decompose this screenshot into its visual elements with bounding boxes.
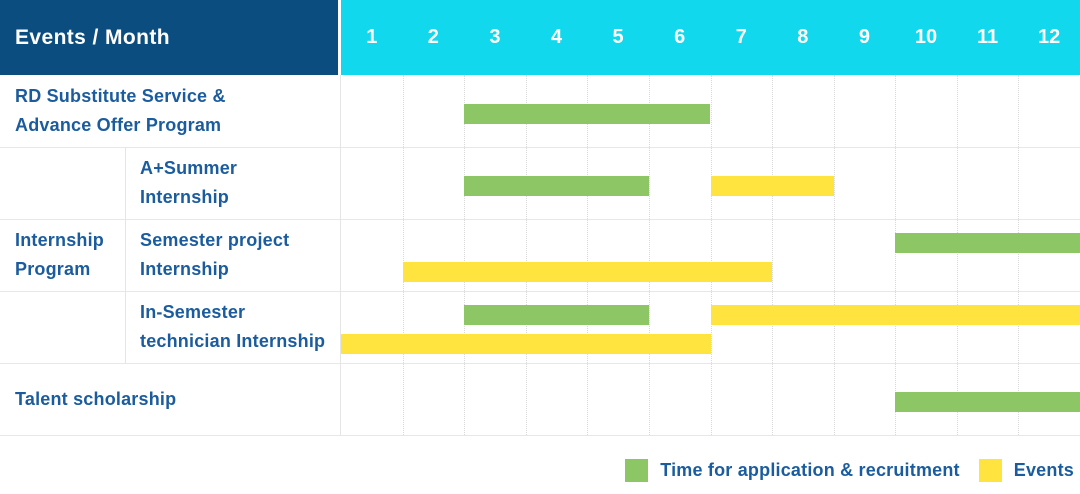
month-header-row: 1 2 3 4 5 6 7 8 9 10 11 12 (341, 0, 1080, 75)
month-header-cell-4: 4 (550, 26, 563, 48)
grid-vline (649, 75, 650, 435)
gantt-track (341, 147, 1080, 219)
grid-vline (957, 75, 958, 435)
grid-vline (403, 75, 404, 435)
month-header-cell-10: 10 (914, 26, 938, 48)
gantt-track (341, 75, 1080, 147)
grid-vline (526, 75, 527, 435)
row-label-semester-project: Semester project Internship (140, 230, 290, 279)
gantt-track (341, 291, 1080, 363)
grid-hline (0, 219, 1080, 220)
grid-vline (587, 75, 588, 435)
month-header-cell-12: 12 (1038, 26, 1061, 48)
event-bar (341, 334, 711, 354)
application-bar (464, 305, 649, 325)
row-label-a-plus-summer: A+Summer Internship (140, 158, 238, 207)
application-color-swatch (625, 459, 649, 482)
sub-label-divider (125, 147, 126, 363)
application-bar (895, 233, 1080, 253)
gantt-track (341, 219, 1080, 291)
month-header-cell-6: 6 (674, 26, 686, 48)
month-header-cell-2: 2 (427, 26, 439, 48)
event-bar (710, 305, 1080, 325)
application-bar (464, 104, 711, 124)
table-corner-header: Events / Month (0, 0, 338, 75)
row-label-in-semester-technician: In-Semester technician Internship (140, 302, 326, 351)
grid-hline (0, 363, 1080, 364)
events-color-swatch (978, 459, 1002, 482)
legend-item-events: Events (978, 459, 1074, 482)
group-label-internship-program: Internship Program (15, 230, 105, 279)
grid-hline (0, 291, 1080, 292)
legend: Time for application & recruitment Event… (625, 459, 1074, 482)
month-header-cell-1: 1 (366, 26, 378, 48)
grid-hline (0, 147, 1080, 148)
month-header-cell-3: 3 (489, 26, 501, 48)
application-bar (464, 176, 649, 196)
table-title: Events / Month (15, 25, 170, 49)
grid-vline (464, 75, 465, 435)
legend-item-application: Time for application & recruitment (625, 459, 960, 482)
legend-label-application: Time for application & recruitment (660, 460, 960, 480)
grid-vline (834, 75, 835, 435)
grid-vline (772, 75, 773, 435)
month-header-cell-8: 8 (797, 26, 809, 48)
legend-label-events: Events (1013, 460, 1074, 480)
grid-vline (711, 75, 712, 435)
month-header-cell-11: 11 (976, 26, 999, 48)
grid-vline (1018, 75, 1019, 435)
application-bar (895, 392, 1080, 412)
grid-vline (895, 75, 896, 435)
month-header-cell-7: 7 (735, 26, 747, 48)
gantt-track (341, 363, 1080, 435)
event-bar (402, 262, 773, 282)
label-column-divider (340, 75, 341, 435)
event-bar (710, 176, 834, 196)
grid-hline (0, 435, 1080, 436)
month-header-cell-5: 5 (612, 26, 624, 48)
row-label-rd-substitute: RD Substitute Service & Advance Offer Pr… (15, 86, 226, 135)
row-label-talent-scholarship: Talent scholarship (15, 388, 177, 409)
month-header-cell-9: 9 (858, 26, 870, 48)
